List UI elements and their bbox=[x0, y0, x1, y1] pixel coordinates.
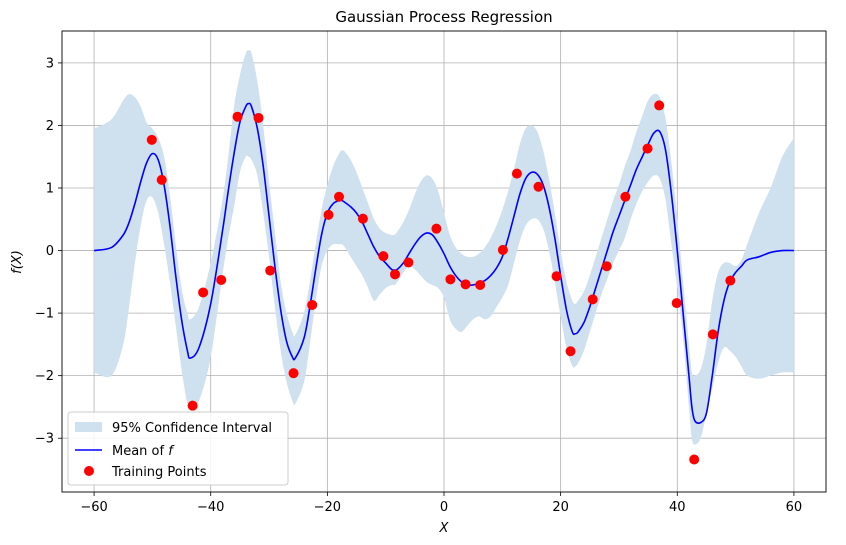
x-tick-label-6: 60 bbox=[786, 500, 803, 515]
y-axis-ticks: −3 −2 −1 0 1 2 3 bbox=[35, 56, 62, 447]
training-points bbox=[146, 100, 736, 465]
legend: 95% Confidence Interval Mean of f Traini… bbox=[67, 411, 289, 486]
training-point-15 bbox=[403, 257, 414, 268]
x-tick-label-3: 0 bbox=[440, 500, 448, 515]
training-point-16 bbox=[431, 223, 442, 234]
training-point-1 bbox=[156, 174, 167, 185]
training-point-30 bbox=[671, 298, 682, 309]
y-tick-label-6: 3 bbox=[46, 56, 54, 71]
y-axis-label: f(X) bbox=[10, 250, 25, 274]
confidence-interval-band bbox=[94, 49, 794, 445]
training-point-7 bbox=[265, 265, 276, 276]
legend-point-swatch bbox=[84, 466, 94, 476]
mean-line bbox=[93, 102, 794, 425]
training-point-21 bbox=[511, 168, 522, 179]
training-point-11 bbox=[334, 191, 345, 202]
x-tick-label-0: −60 bbox=[80, 500, 107, 515]
training-point-14 bbox=[390, 269, 401, 280]
y-tick-label-5: 2 bbox=[46, 119, 54, 134]
training-point-29 bbox=[654, 100, 665, 111]
training-point-25 bbox=[587, 294, 598, 305]
training-point-6 bbox=[253, 112, 264, 123]
training-point-33 bbox=[725, 275, 736, 286]
legend-mean-prefix: Mean of bbox=[112, 444, 168, 459]
y-tick-label-4: 1 bbox=[46, 182, 54, 197]
training-point-26 bbox=[601, 261, 612, 272]
x-tick-label-2: −20 bbox=[314, 500, 341, 515]
x-tick-label-4: 20 bbox=[552, 500, 569, 515]
training-point-24 bbox=[565, 346, 576, 357]
training-point-22 bbox=[533, 181, 544, 192]
training-point-10 bbox=[323, 209, 334, 220]
y-tick-label-3: 0 bbox=[46, 244, 54, 259]
training-point-3 bbox=[198, 287, 209, 298]
x-axis-label: X bbox=[439, 521, 450, 536]
legend-box bbox=[67, 411, 289, 486]
y-tick-label-1: −2 bbox=[35, 369, 54, 384]
y-tick-label-2: −1 bbox=[35, 307, 54, 322]
y-tick-label-0: −3 bbox=[35, 432, 54, 447]
training-point-20 bbox=[497, 244, 508, 255]
training-point-13 bbox=[378, 251, 389, 262]
training-point-5 bbox=[232, 111, 243, 122]
training-point-8 bbox=[288, 368, 299, 379]
training-point-28 bbox=[642, 143, 653, 154]
legend-mean-label: Mean of f bbox=[112, 444, 175, 459]
training-point-32 bbox=[707, 329, 718, 340]
training-point-12 bbox=[357, 213, 368, 224]
legend-mean-var: f bbox=[168, 444, 175, 459]
training-point-31 bbox=[689, 454, 700, 465]
x-tick-label-5: 40 bbox=[669, 500, 686, 515]
training-point-17 bbox=[445, 274, 456, 285]
training-point-0 bbox=[146, 134, 157, 145]
chart-title: Gaussian Process Regression bbox=[335, 8, 552, 26]
legend-ci-label: 95% Confidence Interval bbox=[112, 421, 272, 436]
training-point-4 bbox=[216, 274, 227, 285]
training-point-2 bbox=[187, 400, 198, 411]
training-point-19 bbox=[475, 279, 486, 290]
training-point-18 bbox=[460, 279, 471, 290]
training-point-9 bbox=[307, 299, 318, 310]
legend-ci-swatch bbox=[75, 422, 102, 432]
training-point-23 bbox=[551, 271, 562, 282]
training-point-27 bbox=[620, 191, 631, 202]
x-axis-ticks: −60 −40 −20 0 20 40 60 bbox=[80, 492, 802, 515]
x-tick-label-1: −40 bbox=[197, 500, 224, 515]
legend-points-label: Training Points bbox=[111, 465, 207, 480]
